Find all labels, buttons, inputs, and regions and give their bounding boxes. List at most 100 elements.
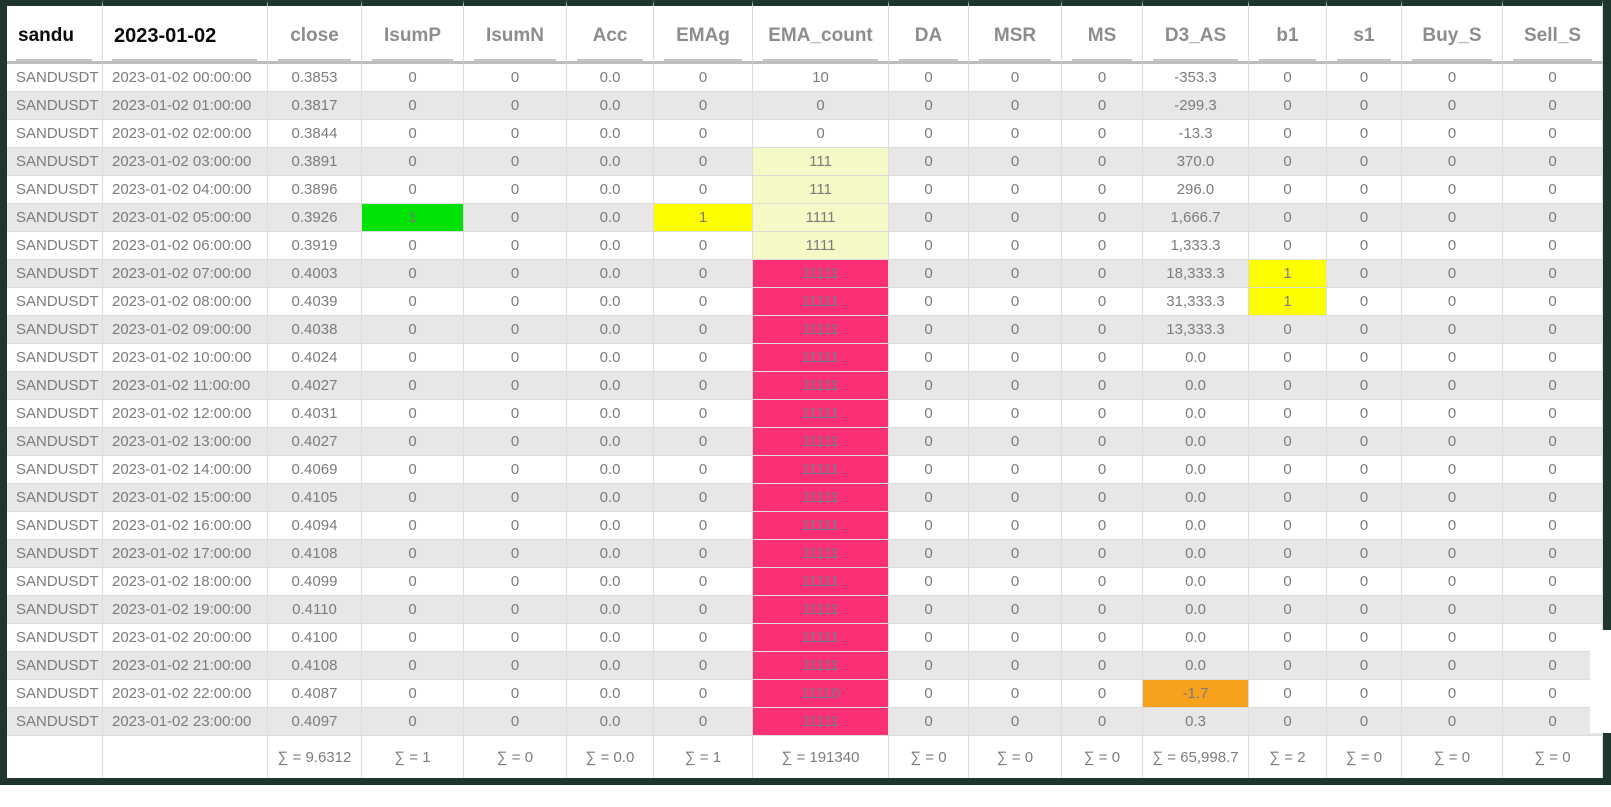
cell-sandu[interactable]: SANDUSDT	[7, 176, 103, 204]
cell-b1[interactable]: 0	[1249, 92, 1327, 120]
cell-MSR[interactable]: 0	[969, 260, 1062, 288]
cell-s1[interactable]: 0	[1327, 540, 1402, 568]
cell-close[interactable]: 0.4003	[268, 260, 362, 288]
cell-date[interactable]: 2023-01-02 00:00:00	[103, 64, 268, 92]
column-header-MS[interactable]: MS	[1062, 0, 1143, 64]
cell-Acc[interactable]: 0.0	[567, 260, 654, 288]
cell-sandu[interactable]: SANDUSDT	[7, 288, 103, 316]
cell-Acc[interactable]: 0.0	[567, 288, 654, 316]
cell-DA[interactable]: 0	[889, 652, 969, 680]
cell-MS[interactable]: 0	[1062, 680, 1143, 708]
cell-EMA_count[interactable]: 10	[753, 64, 889, 92]
cell-DA[interactable]: 0	[889, 120, 969, 148]
cell-MSR[interactable]: 0	[969, 316, 1062, 344]
cell-IsumP[interactable]: 0	[362, 708, 464, 736]
cell-DA[interactable]: 0	[889, 148, 969, 176]
cell-s1[interactable]: 0	[1327, 484, 1402, 512]
cell-IsumN[interactable]: 0	[464, 120, 567, 148]
cell-EMA_count[interactable]: 11111	[753, 652, 889, 680]
cell-b1[interactable]: 1	[1249, 260, 1327, 288]
cell-EMAg[interactable]: 0	[654, 596, 753, 624]
cell-D3_AS[interactable]: -299.3	[1143, 92, 1249, 120]
cell-D3_AS[interactable]: 296.0	[1143, 176, 1249, 204]
cell-MS[interactable]: 0	[1062, 624, 1143, 652]
cell-EMA_count[interactable]: 0	[753, 120, 889, 148]
cell-IsumN[interactable]: 0	[464, 708, 567, 736]
cell-EMA_count[interactable]: 11111	[753, 456, 889, 484]
column-header-IsumP[interactable]: IsumP	[362, 0, 464, 64]
cell-b1[interactable]: 1	[1249, 288, 1327, 316]
cell-close[interactable]: 0.4105	[268, 484, 362, 512]
cell-EMAg[interactable]: 0	[654, 64, 753, 92]
cell-Buy_S[interactable]: 0	[1402, 568, 1503, 596]
cell-DA[interactable]: 0	[889, 372, 969, 400]
cell-Sell_S[interactable]: 0	[1503, 400, 1603, 428]
cell-s1[interactable]: 0	[1327, 148, 1402, 176]
cell-D3_AS[interactable]: 0.0	[1143, 512, 1249, 540]
cell-sandu[interactable]: SANDUSDT	[7, 260, 103, 288]
cell-close[interactable]: 0.4108	[268, 652, 362, 680]
cell-IsumN[interactable]: 0	[464, 260, 567, 288]
cell-close[interactable]: 0.3896	[268, 176, 362, 204]
cell-D3_AS[interactable]: -353.3	[1143, 64, 1249, 92]
cell-Sell_S[interactable]: 0	[1503, 512, 1603, 540]
cell-Acc[interactable]: 0.0	[567, 540, 654, 568]
cell-Sell_S[interactable]: 0	[1503, 64, 1603, 92]
cell-s1[interactable]: 0	[1327, 316, 1402, 344]
cell-EMAg[interactable]: 0	[654, 92, 753, 120]
cell-IsumP[interactable]: 0	[362, 64, 464, 92]
cell-Acc[interactable]: 0.0	[567, 624, 654, 652]
cell-IsumP[interactable]: 0	[362, 120, 464, 148]
cell-IsumP[interactable]: 0	[362, 512, 464, 540]
cell-date[interactable]: 2023-01-02 09:00:00	[103, 316, 268, 344]
cell-sandu[interactable]: SANDUSDT	[7, 624, 103, 652]
cell-s1[interactable]: 0	[1327, 652, 1402, 680]
cell-Buy_S[interactable]: 0	[1402, 456, 1503, 484]
cell-Sell_S[interactable]: 0	[1503, 204, 1603, 232]
cell-Buy_S[interactable]: 0	[1402, 372, 1503, 400]
cell-IsumP[interactable]: 0	[362, 288, 464, 316]
cell-b1[interactable]: 0	[1249, 400, 1327, 428]
cell-IsumP[interactable]: 1	[362, 204, 464, 232]
cell-MS[interactable]: 0	[1062, 260, 1143, 288]
cell-IsumP[interactable]: 0	[362, 148, 464, 176]
cell-MSR[interactable]: 0	[969, 512, 1062, 540]
cell-DA[interactable]: 0	[889, 176, 969, 204]
cell-MS[interactable]: 0	[1062, 568, 1143, 596]
cell-MSR[interactable]: 0	[969, 372, 1062, 400]
cell-Sell_S[interactable]: 0	[1503, 652, 1603, 680]
cell-MSR[interactable]: 0	[969, 204, 1062, 232]
cell-DA[interactable]: 0	[889, 316, 969, 344]
cell-Sell_S[interactable]: 0	[1503, 540, 1603, 568]
column-header-s1[interactable]: s1	[1327, 0, 1402, 64]
cell-IsumN[interactable]: 0	[464, 624, 567, 652]
cell-IsumN[interactable]: 0	[464, 428, 567, 456]
cell-DA[interactable]: 0	[889, 92, 969, 120]
cell-IsumP[interactable]: 0	[362, 680, 464, 708]
cell-EMA_count[interactable]: 111	[753, 148, 889, 176]
cell-Acc[interactable]: 0.0	[567, 92, 654, 120]
cell-EMAg[interactable]: 0	[654, 316, 753, 344]
cell-Acc[interactable]: 0.0	[567, 232, 654, 260]
cell-MS[interactable]: 0	[1062, 148, 1143, 176]
cell-date[interactable]: 2023-01-02 13:00:00	[103, 428, 268, 456]
cell-D3_AS[interactable]: 0.0	[1143, 456, 1249, 484]
cell-Acc[interactable]: 0.0	[567, 120, 654, 148]
cell-date[interactable]: 2023-01-02 18:00:00	[103, 568, 268, 596]
cell-MS[interactable]: 0	[1062, 652, 1143, 680]
cell-IsumN[interactable]: 0	[464, 372, 567, 400]
column-header-date[interactable]: 2023-01-02	[103, 0, 268, 64]
cell-EMA_count[interactable]: 111	[753, 176, 889, 204]
cell-MSR[interactable]: 0	[969, 64, 1062, 92]
cell-EMA_count[interactable]: 11111	[753, 484, 889, 512]
cell-MS[interactable]: 0	[1062, 708, 1143, 736]
cell-sandu[interactable]: SANDUSDT	[7, 512, 103, 540]
cell-MS[interactable]: 0	[1062, 512, 1143, 540]
cell-Sell_S[interactable]: 0	[1503, 708, 1603, 736]
cell-s1[interactable]: 0	[1327, 204, 1402, 232]
cell-sandu[interactable]: SANDUSDT	[7, 428, 103, 456]
cell-EMAg[interactable]: 0	[654, 400, 753, 428]
cell-EMAg[interactable]: 0	[654, 484, 753, 512]
cell-s1[interactable]: 0	[1327, 260, 1402, 288]
cell-IsumN[interactable]: 0	[464, 400, 567, 428]
